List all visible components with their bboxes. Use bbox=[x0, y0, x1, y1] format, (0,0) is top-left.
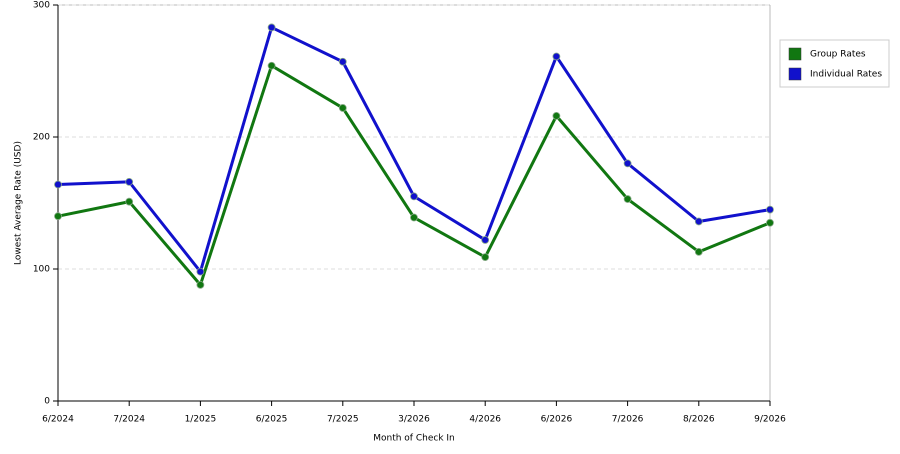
data-point bbox=[338, 104, 347, 112]
x-tick-label: 6/2024 bbox=[42, 415, 74, 425]
x-tick-label: 8/2026 bbox=[683, 415, 715, 425]
data-point bbox=[125, 197, 134, 206]
data-point bbox=[410, 213, 418, 222]
data-point bbox=[552, 52, 561, 61]
y-tick-label: 200 bbox=[33, 133, 50, 143]
legend-label: Group Rates bbox=[810, 50, 866, 60]
x-tick-label: 4/2026 bbox=[469, 415, 501, 425]
data-point bbox=[694, 247, 703, 256]
data-point bbox=[54, 212, 62, 221]
data-point bbox=[766, 205, 774, 214]
x-tick-label: 7/2025 bbox=[327, 415, 359, 425]
data-point bbox=[196, 267, 205, 276]
x-tick-label: 7/2024 bbox=[113, 415, 145, 425]
data-point bbox=[481, 253, 490, 262]
x-tick-label: 6/2026 bbox=[541, 415, 573, 425]
x-tick-label: 6/2025 bbox=[256, 415, 288, 425]
data-point bbox=[338, 57, 347, 66]
data-point bbox=[410, 192, 418, 201]
y-tick-label: 300 bbox=[33, 1, 50, 11]
legend-swatch bbox=[788, 47, 802, 61]
data-point bbox=[196, 280, 205, 289]
x-tick-label: 9/2026 bbox=[754, 415, 786, 425]
x-tick-label: 7/2026 bbox=[612, 415, 644, 425]
data-point bbox=[623, 159, 632, 168]
legend-swatch bbox=[788, 67, 802, 81]
data-point bbox=[267, 61, 276, 70]
y-tick-label: 100 bbox=[33, 265, 50, 275]
data-point bbox=[766, 218, 774, 227]
x-tick-label: 1/2025 bbox=[185, 415, 217, 425]
y-tick-label: 0 bbox=[44, 397, 50, 407]
x-tick-label: 3/2026 bbox=[398, 415, 430, 425]
data-point bbox=[694, 217, 703, 226]
data-point bbox=[267, 23, 276, 32]
data-point bbox=[54, 180, 62, 189]
legend-label: Individual Rates bbox=[810, 70, 882, 80]
data-point bbox=[481, 236, 490, 244]
x-axis-label: Month of Check In bbox=[373, 434, 455, 444]
data-point bbox=[125, 177, 134, 186]
data-point bbox=[623, 195, 632, 203]
data-point bbox=[552, 111, 561, 120]
y-axis-label: Lowest Average Rate (USD) bbox=[14, 141, 24, 265]
